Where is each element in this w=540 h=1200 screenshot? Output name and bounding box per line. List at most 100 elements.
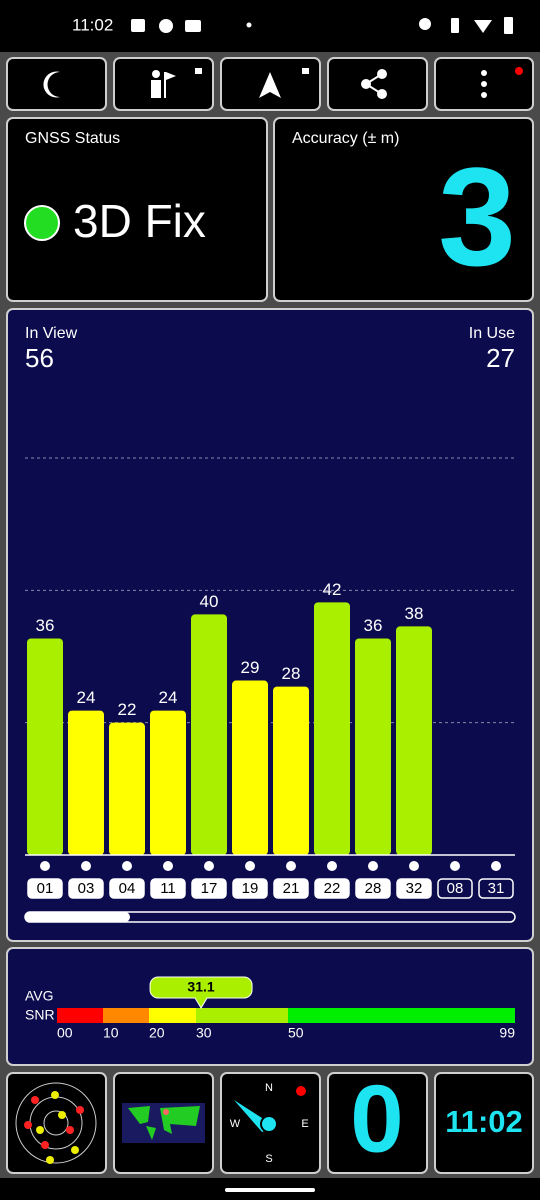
accuracy-panel [273, 117, 534, 302]
clock-tile[interactable] [434, 1072, 534, 1174]
snr-scale: 00 10 20 30 50 99 31.1 [57, 976, 515, 1041]
prn-box [437, 878, 473, 899]
gnss-status-panel [6, 117, 268, 302]
status-icons [131, 17, 513, 34]
compass-e: E [301, 1118, 308, 1130]
prn-box [68, 878, 104, 899]
prn-box [232, 878, 268, 899]
in-view-value: 56 [25, 343, 54, 373]
snr-tick-label: 30 [196, 1025, 212, 1041]
in-use-label: In Use [469, 325, 515, 342]
prn-label: 22 [324, 880, 341, 897]
snr-tick-label: 10 [103, 1025, 119, 1041]
skyplot-tile[interactable] [6, 1072, 107, 1174]
scrollbar-thumb[interactable] [25, 912, 130, 922]
prn-box [355, 878, 391, 899]
satellite-dot [122, 861, 132, 871]
snr-segment [149, 1008, 196, 1023]
bar-label: 40 [200, 592, 219, 611]
prn-label: 28 [365, 880, 382, 897]
satellite-dot [204, 861, 214, 871]
bar-label: 28 [282, 664, 301, 683]
snr-tick-label: 99 [499, 1025, 515, 1041]
bar [355, 638, 391, 855]
snr-segment [288, 1008, 515, 1023]
bar [191, 614, 227, 855]
prn-label: 03 [78, 880, 95, 897]
snr-chart: 36 01 24 03 22 04 24 11 40 17 29 19 28 21 42 22 36 28 38 32… [25, 457, 515, 899]
bar [396, 626, 432, 855]
prn-label: 04 [119, 880, 136, 897]
prn-box [396, 878, 432, 899]
compass-s: S [265, 1153, 272, 1165]
snr-tick-label: 50 [288, 1025, 304, 1041]
toolbar [6, 57, 534, 111]
bar-label: 38 [405, 604, 424, 623]
prn-box [150, 878, 186, 899]
prn-box [27, 878, 63, 899]
accuracy-label: Accuracy (± m) [292, 130, 399, 147]
snr-tick-label: 00 [57, 1025, 73, 1041]
snr-segment [196, 1008, 288, 1023]
avg-value: 31.1 [187, 979, 214, 995]
compass-w: W [230, 1118, 241, 1130]
bar-label: 24 [159, 688, 178, 707]
bar-label: 29 [241, 658, 260, 677]
flag-button[interactable] [113, 57, 214, 111]
snr-tick-label: 20 [149, 1025, 165, 1041]
bar-label: 36 [36, 616, 55, 635]
speed-tile[interactable] [327, 1072, 428, 1174]
bar [68, 710, 104, 855]
gnss-status-value: 3D Fix [73, 195, 206, 247]
in-view-label: In View [25, 325, 78, 342]
satellite-dot [491, 861, 501, 871]
bar [27, 638, 63, 855]
satellite-dot [163, 861, 173, 871]
speed-value: 0 [350, 1065, 403, 1172]
satellite-dot [368, 861, 378, 871]
bar-label: 22 [118, 700, 137, 719]
snr-label: SNR [25, 1007, 55, 1023]
prn-label: 19 [242, 880, 259, 897]
status-time: 11:02 [72, 15, 113, 34]
bar [273, 686, 309, 855]
prn-box [478, 878, 514, 899]
satellite-dot [40, 861, 50, 871]
prn-label: 32 [406, 880, 423, 897]
satellite-dot [327, 861, 337, 871]
night-mode-button[interactable] [6, 57, 107, 111]
accuracy-value: 3 [438, 138, 516, 295]
snr-segment [103, 1008, 149, 1023]
satellite-dot [286, 861, 296, 871]
prn-box [191, 878, 227, 899]
bar [109, 722, 145, 855]
in-use-value: 27 [486, 343, 515, 373]
bar [232, 680, 268, 855]
clock-value: 11:02 [445, 1104, 523, 1139]
prn-label: 21 [283, 880, 300, 897]
prn-label: 08 [447, 880, 464, 897]
bar-label: 42 [323, 580, 342, 599]
bottom-tiles: N E S W 0 11:02 [6, 1065, 534, 1174]
satellite-dot [245, 861, 255, 871]
home-indicator[interactable] [225, 1188, 315, 1192]
prn-box [273, 878, 309, 899]
prn-box [314, 878, 350, 899]
prn-label: 31 [488, 880, 505, 897]
prn-box [109, 878, 145, 899]
satellite-dot [81, 861, 91, 871]
status-bar [0, 0, 540, 52]
snr-segment [57, 1008, 103, 1023]
gnss-status-label: GNSS Status [25, 130, 120, 147]
satellite-dot [450, 861, 460, 871]
avg-marker [149, 976, 253, 1009]
snr-panel [6, 947, 534, 1066]
prn-label: 17 [201, 880, 218, 897]
bar-label: 36 [364, 616, 383, 635]
prn-label: 01 [37, 880, 54, 897]
avg-label: AVG [25, 988, 54, 1004]
fix-indicator [24, 205, 60, 241]
share-button[interactable] [327, 57, 428, 111]
bar-label: 24 [77, 688, 96, 707]
